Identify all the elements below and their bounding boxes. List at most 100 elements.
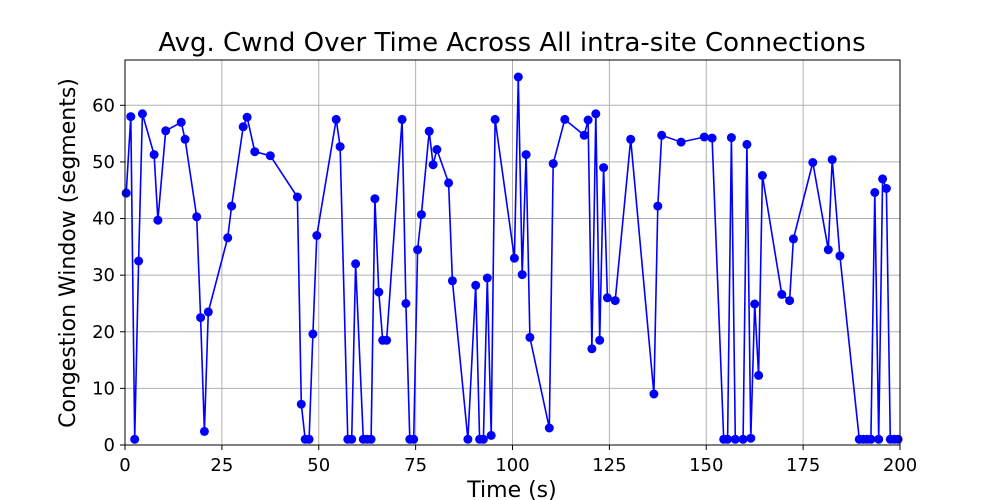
data-point	[723, 434, 733, 444]
data-point	[130, 434, 140, 444]
data-point	[180, 134, 190, 144]
data-point	[626, 134, 636, 144]
x-tick-label: 0	[119, 455, 130, 476]
x-tick-label: 25	[210, 455, 233, 476]
data-point	[548, 159, 558, 169]
data-point	[486, 430, 496, 440]
data-point	[754, 370, 764, 380]
data-point	[757, 171, 767, 180]
data-point	[312, 231, 322, 240]
data-point	[296, 399, 306, 409]
y-axis-label: Congestion Window (segments)	[56, 78, 81, 428]
data-point	[401, 299, 411, 308]
data-point	[595, 335, 605, 345]
data-point	[881, 184, 891, 193]
data-point	[409, 434, 419, 444]
data-point	[432, 145, 442, 154]
data-point	[707, 133, 717, 143]
data-point	[870, 188, 880, 197]
data-point	[347, 434, 357, 444]
data-point	[126, 112, 136, 122]
data-point	[808, 158, 818, 167]
y-tick-label: 60	[92, 95, 115, 116]
data-point	[835, 251, 845, 261]
data-point	[196, 313, 206, 323]
data-point	[509, 253, 519, 263]
data-point	[482, 273, 492, 283]
data-point	[676, 137, 686, 147]
data-point	[331, 114, 341, 124]
data-point	[874, 434, 884, 444]
data-point	[602, 293, 612, 303]
data-point	[397, 114, 407, 124]
chart-title: Avg. Cwnd Over Time Across All intra-sit…	[158, 28, 865, 58]
data-point	[521, 150, 531, 160]
data-point	[525, 332, 535, 342]
y-tick-label: 20	[92, 322, 115, 343]
data-point	[866, 434, 876, 444]
data-point	[490, 114, 500, 124]
data-point	[292, 192, 302, 202]
y-tick-label: 50	[92, 152, 115, 173]
data-point	[447, 276, 457, 286]
grid	[124, 60, 901, 446]
data-point	[308, 329, 318, 339]
data-point	[471, 280, 481, 290]
data-point	[610, 296, 620, 306]
data-point	[560, 114, 570, 124]
data-point	[176, 117, 186, 127]
y-tick-label: 0	[104, 435, 115, 456]
x-tick-label: 75	[404, 455, 427, 476]
data-point	[134, 256, 144, 266]
data-point	[657, 130, 667, 140]
data-point	[726, 133, 736, 143]
data-point	[653, 201, 663, 211]
data-point	[223, 233, 233, 243]
x-tick-label: 50	[307, 455, 330, 476]
data-point	[893, 434, 903, 444]
data-point	[742, 139, 752, 149]
data-point	[583, 115, 593, 125]
data-point	[513, 72, 523, 82]
x-tick-label: 150	[689, 455, 723, 476]
data-point	[161, 126, 171, 136]
data-point	[579, 130, 589, 140]
data-point	[351, 259, 361, 269]
y-tick-label: 30	[92, 265, 115, 286]
data-point	[192, 212, 202, 222]
data-point	[374, 287, 384, 297]
data-point	[750, 299, 760, 309]
y-tick-label: 40	[92, 209, 115, 230]
y-tick-label: 10	[92, 378, 115, 399]
data-point	[199, 426, 209, 436]
data-point	[463, 434, 473, 444]
data-point	[335, 142, 345, 152]
x-tick-label: 125	[592, 455, 626, 476]
data-point	[428, 160, 438, 170]
data-point	[121, 188, 131, 198]
data-point	[730, 434, 740, 444]
data-point	[203, 307, 213, 317]
data-point	[416, 210, 426, 220]
data-point	[366, 434, 376, 444]
data-point	[238, 122, 248, 132]
series-cwnd	[121, 72, 903, 444]
data-point	[265, 151, 275, 161]
data-point	[699, 132, 709, 142]
data-point	[149, 150, 159, 160]
data-point	[444, 178, 454, 188]
data-point	[591, 109, 601, 119]
data-point	[587, 344, 597, 354]
data-point	[478, 434, 488, 444]
data-point	[382, 335, 392, 345]
x-tick-label: 175	[786, 455, 820, 476]
data-point	[153, 215, 163, 225]
data-point	[788, 234, 798, 244]
data-point	[424, 126, 434, 136]
data-point	[304, 434, 314, 444]
x-tick-label: 100	[495, 455, 529, 476]
data-point	[878, 174, 888, 184]
x-axis-ticks: 0 25 50 75 100 125 150 175 200	[119, 445, 917, 476]
data-point	[599, 163, 609, 173]
